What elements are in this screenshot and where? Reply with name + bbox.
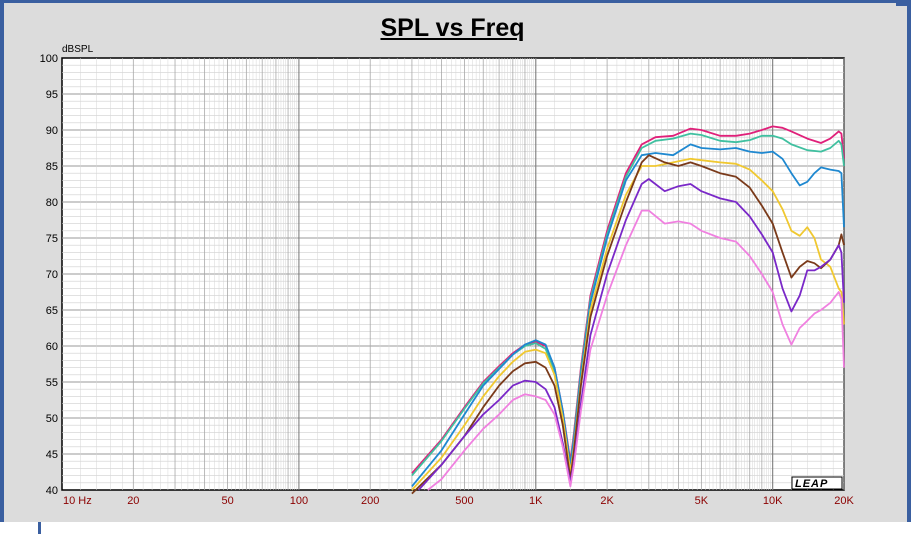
y-tick-label: 70 (46, 269, 58, 281)
y-tick-label: 100 (40, 53, 58, 65)
series-line-6 (417, 178, 845, 491)
y-tick-label: 90 (46, 125, 58, 137)
x-tick-label: 5K (695, 495, 709, 507)
series-line-7 (427, 209, 845, 491)
x-tick-label: 10 Hz (63, 495, 92, 507)
bottom-frame-tick (38, 522, 41, 534)
series-line-4 (411, 157, 845, 491)
y-tick-label: 85 (46, 161, 58, 173)
x-tick-label: 50 (221, 495, 233, 507)
x-tick-label: 20 (127, 495, 139, 507)
y-tick-labels: 100 95 90 85 80 75 70 65 60 55 50 45 40 (40, 53, 58, 497)
y-tick-label: 95 (46, 89, 58, 101)
x-tick-label: 100 (290, 495, 308, 507)
y-tick-label: 55 (46, 377, 58, 389)
chart-title: SPL vs Freq (380, 14, 525, 42)
x-tick-label: 10K (763, 495, 783, 507)
y-tick-label: 40 (46, 485, 58, 497)
x-tick-labels: 10 Hz 20 50 100 200 500 1K 2K 5K 10K 20K (63, 495, 854, 507)
leap-logo: LEAP (791, 476, 843, 490)
x-tick-label: 20K (834, 495, 854, 507)
y-tick-label: 80 (46, 197, 58, 209)
y-tick-label: 45 (46, 449, 58, 461)
x-tick-label: 500 (455, 495, 473, 507)
y-tick-label: 75 (46, 233, 58, 245)
bottom-strip (0, 522, 911, 534)
y-axis-unit-label: dBSPL (62, 44, 94, 55)
series-line-5 (411, 154, 845, 495)
x-tick-label: 1K (529, 495, 543, 507)
svg-text:LEAP: LEAP (795, 478, 828, 490)
y-tick-label: 50 (46, 413, 58, 425)
series-line-3 (411, 143, 845, 487)
y-tick-label: 60 (46, 341, 58, 353)
grid (62, 58, 845, 490)
x-tick-label: 200 (361, 495, 379, 507)
x-tick-label: 2K (600, 495, 614, 507)
y-tick-label: 65 (46, 305, 58, 317)
window-corner (896, 0, 911, 6)
curves (411, 125, 845, 495)
